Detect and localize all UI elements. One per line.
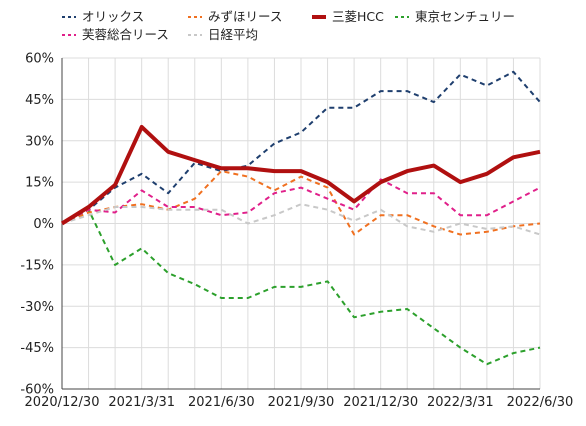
y-tick-label: -60% — [20, 383, 54, 398]
legend-item: オリックス — [62, 9, 144, 24]
legend-label: 東京センチュリー — [415, 9, 515, 24]
y-tick-label: 15% — [25, 176, 54, 191]
legend-label: 三菱HCC — [332, 9, 384, 24]
series-line-5 — [61, 203, 541, 236]
legend-label: 芙蓉総合リース — [82, 27, 169, 42]
legend-item: みずほリース — [188, 9, 282, 24]
legend-item: 芙蓉総合リース — [62, 27, 169, 42]
x-tick-label: 2020/12/30 — [25, 395, 100, 410]
legend-label: オリックス — [82, 9, 144, 24]
legend-item: 東京センチュリー — [395, 9, 515, 24]
series-line-0 — [61, 70, 541, 225]
x-tick-label: 2021/6/30 — [188, 395, 255, 410]
grid — [61, 57, 541, 390]
y-tick-label: 0% — [33, 217, 54, 232]
legend-label: みずほリース — [208, 9, 282, 24]
legend-label: 日経平均 — [208, 27, 258, 42]
series-line-3 — [61, 208, 541, 366]
legend-item: 三菱HCC — [312, 9, 384, 24]
x-tick-label: 2022/6/30 — [507, 395, 574, 410]
y-tick-label: -30% — [20, 300, 54, 315]
y-tick-label: 30% — [25, 134, 54, 149]
x-tick-label: 2021/3/31 — [108, 395, 175, 410]
x-tick-label: 2021/12/30 — [343, 395, 418, 410]
y-tick-label: -15% — [20, 258, 54, 273]
series-line-2 — [60, 125, 541, 226]
series-line-4 — [61, 178, 541, 225]
y-tick-label: 60% — [25, 52, 54, 67]
x-axis: 2020/12/30 2021/3/31 2021/6/30 2021/9/30 202… — [25, 395, 574, 410]
y-tick-label: 45% — [25, 93, 54, 108]
series-line-1 — [61, 170, 541, 236]
x-tick-label: 2021/9/30 — [268, 395, 335, 410]
x-tick-label: 2022/3/31 — [427, 395, 494, 410]
series-lines — [60, 70, 541, 366]
legend-item: 日経平均 — [188, 27, 258, 42]
y-tick-label: -45% — [20, 341, 54, 356]
y-axis: 60% 45% 30% 15% 0% -15% -30% -45% -60% — [20, 52, 54, 398]
